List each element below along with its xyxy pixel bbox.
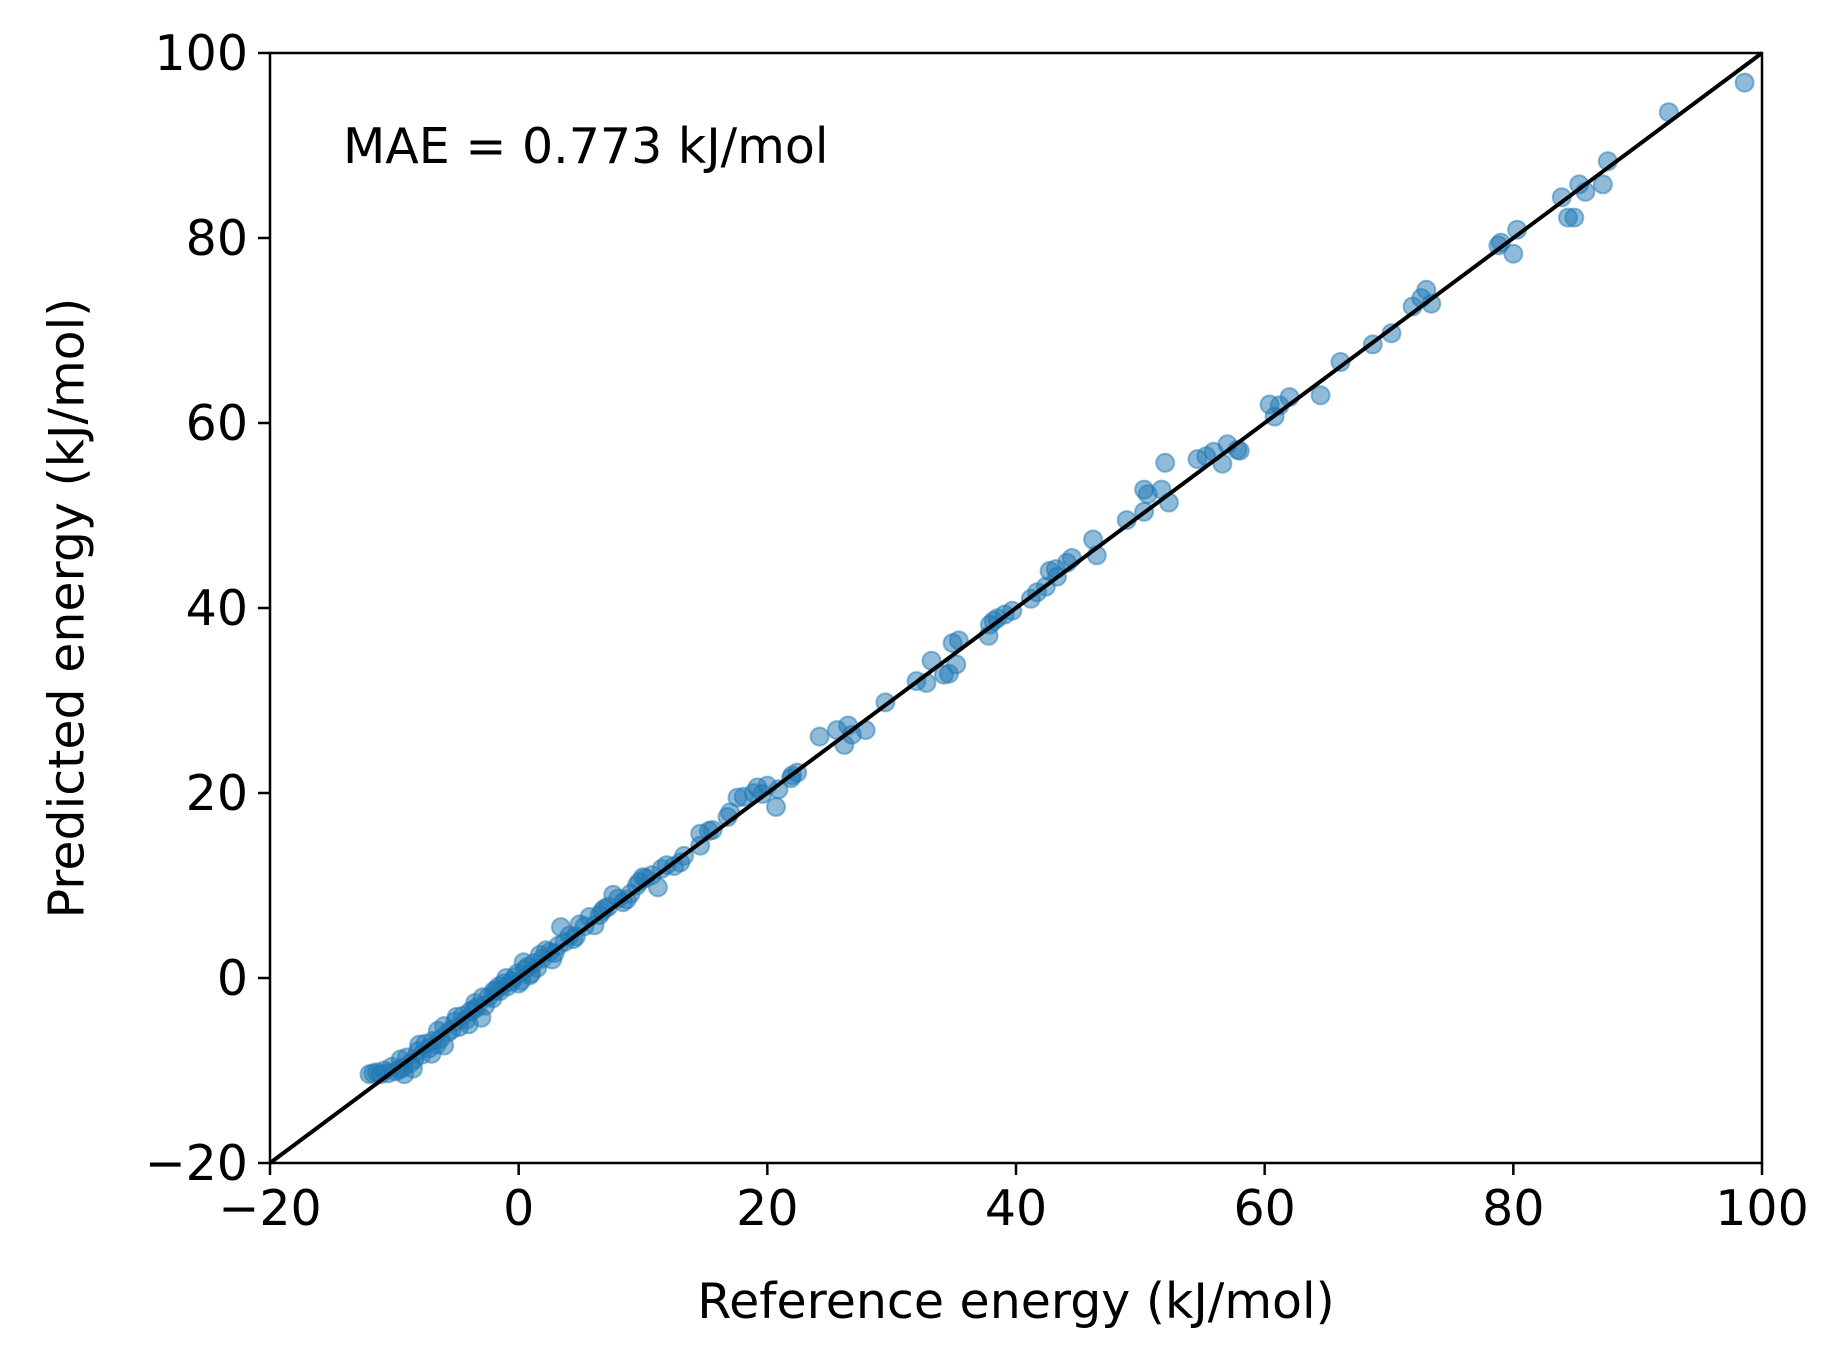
- y-tick-label: −20: [145, 1135, 248, 1192]
- data-point: [1592, 174, 1613, 195]
- data-point: [550, 917, 571, 938]
- x-axis-label: Reference energy (kJ/mol): [697, 1273, 1335, 1330]
- x-tick-label: 0: [503, 1180, 534, 1237]
- data-point: [1488, 235, 1509, 256]
- data-point: [1503, 243, 1524, 264]
- y-ticks: −20 0 20 40 60 80 100: [145, 25, 270, 1192]
- x-tick-label: −20: [218, 1180, 321, 1237]
- data-point: [1187, 449, 1208, 470]
- y-tick-label: 0: [217, 950, 248, 1007]
- data-point: [766, 796, 786, 817]
- data-point: [809, 726, 830, 747]
- data-point: [1734, 72, 1755, 93]
- y-tick-label: 60: [186, 395, 248, 452]
- data-point: [1134, 479, 1155, 500]
- data-point: [1310, 385, 1331, 406]
- mae-annotation: MAE = 0.773 kJ/mol: [343, 118, 828, 175]
- x-tick-label: 60: [1233, 1180, 1295, 1237]
- data-point: [942, 633, 963, 654]
- data-point: [1155, 452, 1176, 473]
- x-tick-label: 80: [1482, 1180, 1544, 1237]
- y-tick-label: 100: [154, 25, 248, 82]
- x-tick-label: 20: [736, 1180, 798, 1237]
- x-ticks: −20 0 20 40 60 80 100: [218, 1163, 1809, 1237]
- reference-line: [268, 51, 1764, 1165]
- x-tick-label: 100: [1715, 1180, 1809, 1237]
- y-tick-label: 80: [186, 210, 248, 267]
- y-axis-label: Predicted energy (kJ/mol): [39, 298, 96, 919]
- data-point: [1558, 207, 1578, 228]
- y-tick-label: 40: [186, 580, 248, 637]
- data-point: [359, 1064, 380, 1085]
- data-point: [1259, 394, 1280, 415]
- data-point: [933, 664, 954, 685]
- y-tick-label: 20: [186, 765, 248, 822]
- x-tick-label: 40: [985, 1180, 1047, 1237]
